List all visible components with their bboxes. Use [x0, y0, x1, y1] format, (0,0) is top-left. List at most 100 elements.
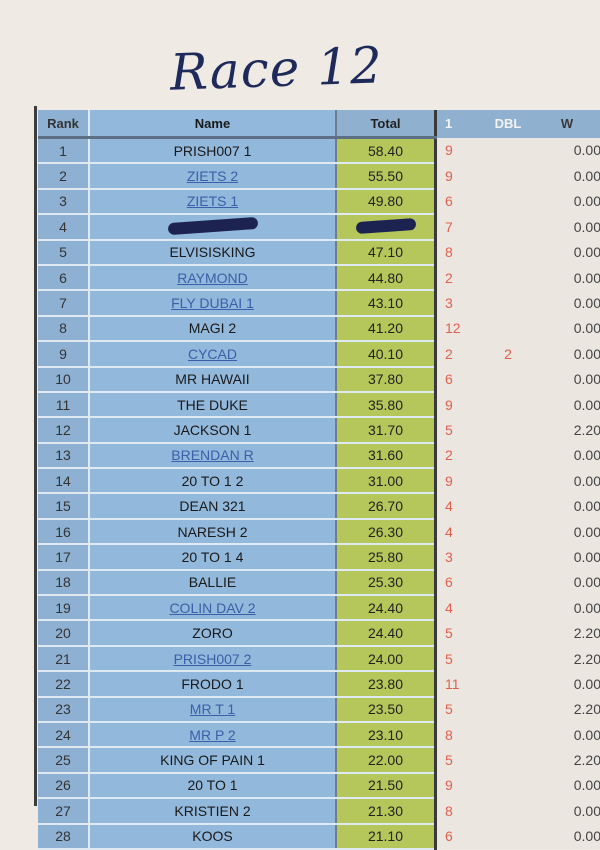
name-cell: ZORO [89, 620, 336, 647]
w-cell: 0.00 [533, 518, 600, 545]
total-cell: 31.60 [335, 442, 437, 470]
name-cell: KRISTIEN 2 [89, 798, 336, 825]
results-sheet: Rank Name Total 1 DBL W 1 PRISH007 1 58.40… [38, 110, 600, 850]
w-cell: 2.20 [533, 747, 600, 773]
name-link[interactable]: ZIETS 1 [186, 193, 239, 210]
total-cell: 21.50 [335, 772, 437, 800]
table-row: 27 KRISTIEN 2 21.30 8 0.00 [38, 798, 600, 825]
pick-cell: 11 [435, 671, 483, 697]
name-link[interactable]: MR P 2 [189, 726, 236, 743]
name-cell: BRENDAN R [89, 442, 336, 470]
dbl-cell [483, 493, 533, 519]
name-link[interactable]: FLY DUBAI 1 [171, 295, 254, 312]
rank-cell: 8 [38, 315, 90, 343]
header-dbl: DBL [483, 110, 533, 138]
name-cell: 20 TO 1 2 [89, 468, 336, 495]
table-row: 21 PRISH007 2 24.00 5 2.20 [38, 645, 600, 673]
table-row: 5 ELVISISKING 47.10 8 0.00 [38, 239, 600, 266]
dbl-cell [483, 468, 533, 494]
total-cell: 31.00 [335, 468, 437, 495]
name-cell [89, 214, 336, 241]
total-cell: 24.40 [335, 620, 437, 647]
total-cell: 44.80 [335, 264, 437, 292]
name-cell: FLY DUBAI 1 [89, 290, 336, 317]
name-link[interactable]: CYCAD [187, 345, 237, 362]
dbl-cell [483, 391, 533, 418]
pick-cell: 7 [435, 214, 483, 240]
pick-cell: 9 [435, 391, 483, 418]
table-row: 11 THE DUKE 35.80 9 0.00 [38, 391, 600, 419]
header-rank: Rank [38, 110, 90, 139]
rank-cell: 16 [38, 518, 90, 546]
pick-cell: 8 [435, 721, 483, 748]
total-cell: 22.00 [335, 747, 437, 774]
w-cell: 0.00 [533, 137, 600, 164]
pick-cell: 12 [435, 315, 483, 342]
total-cell: 58.40 [335, 137, 437, 165]
rank-cell: 3 [38, 188, 90, 216]
table-row: 23 MR T 1 23.50 5 2.20 [38, 696, 600, 723]
total-cell: 40.10 [335, 341, 437, 368]
pick-cell: 2 [435, 341, 483, 367]
rank-cell: 21 [38, 645, 90, 673]
dbl-cell [483, 696, 533, 722]
rank-cell: 18 [38, 569, 90, 597]
w-cell: 0.00 [533, 798, 600, 824]
total-cell: 24.40 [335, 595, 437, 622]
dbl-cell: 2 [483, 341, 533, 367]
w-cell: 0.00 [533, 468, 600, 494]
pick-cell: 5 [435, 747, 483, 773]
name-link[interactable]: MR T 1 [189, 701, 236, 718]
total-cell: 43.10 [335, 290, 437, 317]
pick-cell: 5 [435, 620, 483, 646]
total-cell: 47.10 [335, 239, 437, 266]
rank-cell: 13 [38, 442, 90, 470]
rank-cell: 22 [38, 671, 90, 698]
dbl-cell [483, 163, 533, 189]
w-cell: 0.00 [533, 595, 600, 621]
name-cell: KING OF PAIN 1 [89, 747, 336, 774]
name-link[interactable]: BRENDAN R [171, 447, 254, 464]
w-cell: 0.00 [533, 290, 600, 316]
name-cell: COLIN DAV 2 [89, 595, 336, 622]
table-row: 22 FRODO 1 23.80 11 0.00 [38, 671, 600, 698]
table-row: 16 NARESH 2 26.30 4 0.00 [38, 518, 600, 546]
rank-cell: 20 [38, 620, 90, 647]
rank-cell: 12 [38, 417, 90, 444]
pick-cell: 2 [435, 442, 483, 469]
total-cell [335, 214, 437, 241]
w-cell: 0.00 [533, 366, 600, 392]
pick-cell: 9 [435, 163, 483, 189]
w-cell: 0.00 [533, 163, 600, 189]
dbl-cell [483, 417, 533, 443]
name-link[interactable]: COLIN DAV 2 [169, 599, 256, 616]
w-cell: 0.00 [533, 239, 600, 265]
dbl-cell [483, 772, 533, 799]
name-cell: KOOS [89, 823, 336, 850]
table-row: 4 7 0.00 [38, 214, 600, 241]
total-cell: 21.30 [335, 798, 437, 825]
total-cell: 26.70 [335, 493, 437, 520]
name-cell: ELVISISKING [89, 239, 336, 266]
dbl-cell [483, 747, 533, 773]
name-cell: MR T 1 [89, 696, 336, 723]
w-cell: 2.20 [533, 620, 600, 646]
name-cell: RAYMOND [89, 264, 336, 292]
table-row: 15 DEAN 321 26.70 4 0.00 [38, 493, 600, 520]
pick-cell: 5 [435, 696, 483, 722]
w-cell: 2.20 [533, 645, 600, 672]
pick-cell: 5 [435, 417, 483, 443]
rank-cell: 1 [38, 137, 90, 165]
table-row: 14 20 TO 1 2 31.00 9 0.00 [38, 468, 600, 495]
w-cell: 0.00 [533, 493, 600, 519]
rank-cell: 2 [38, 163, 90, 190]
name-cell: NARESH 2 [89, 518, 336, 546]
total-cell: 25.30 [335, 569, 437, 597]
name-link[interactable]: PRISH007 2 [173, 650, 252, 667]
table-row: 17 20 TO 1 4 25.80 3 0.00 [38, 544, 600, 571]
table-row: 6 RAYMOND 44.80 2 0.00 [38, 264, 600, 292]
rank-cell: 14 [38, 468, 90, 495]
name-link[interactable]: ZIETS 2 [186, 168, 239, 185]
name-link[interactable]: RAYMOND [177, 269, 248, 286]
pick-cell: 8 [435, 239, 483, 265]
